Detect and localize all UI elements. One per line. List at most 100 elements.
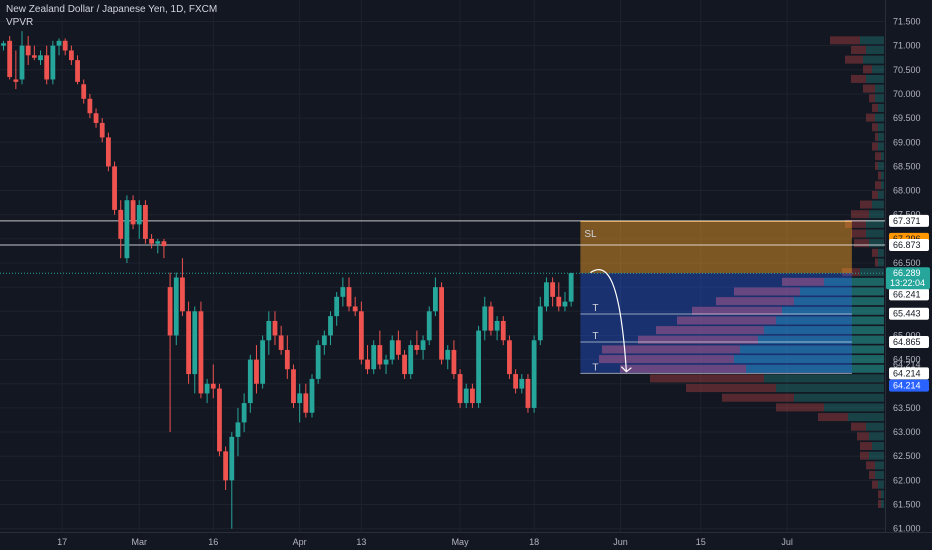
volume-profile-bar-up [872, 200, 884, 209]
volume-profile-bar-down [851, 74, 866, 83]
candle-body [229, 436, 235, 481]
candle-body [180, 277, 185, 312]
candle-body [25, 45, 31, 56]
y-tick-label: 68.000 [893, 186, 921, 196]
candle-body [420, 340, 426, 350]
volume-profile-bar-up [734, 355, 884, 364]
candle-body [408, 345, 414, 375]
candle-body [346, 287, 352, 307]
price-tag [889, 214, 929, 227]
volume-profile-bar-up [764, 326, 884, 335]
candle-body [149, 238, 154, 244]
price-tag-label: 65.443 [893, 309, 921, 319]
volume-profile-bar-up [866, 74, 884, 83]
y-tick-label: 61.500 [893, 500, 921, 510]
x-tick-label: 15 [696, 537, 706, 547]
y-tick-label: 71.000 [893, 41, 921, 51]
volume-profile-bar-up [881, 152, 884, 161]
chart-title: New Zealand Dollar / Japanese Yen, 1D, F… [6, 4, 218, 15]
target-label: T [592, 331, 598, 342]
y-tick-label: 70.500 [893, 65, 921, 75]
stop-loss-zone [580, 220, 852, 274]
x-tick-label: Mar [131, 537, 147, 547]
candle-body [303, 393, 309, 413]
candle-body [562, 301, 568, 307]
candle-body [87, 98, 93, 114]
volume-profile-bar-down [599, 355, 734, 364]
x-tick-label: 17 [57, 537, 67, 547]
volume-profile-bar-down [872, 142, 878, 151]
candle-body [544, 282, 549, 307]
volume-profile-bar-up [863, 55, 884, 64]
volume-profile-bar-up [824, 277, 884, 286]
candle-body [284, 349, 290, 370]
volume-profile-bar-down [860, 442, 872, 451]
candle-body [531, 340, 537, 408]
candle-body [155, 241, 161, 244]
countdown-label: 13:22:04 [890, 278, 925, 288]
candle-body [192, 311, 198, 375]
volume-profile-bar-down [734, 287, 800, 296]
candle-body [136, 205, 142, 225]
x-tick-label: May [452, 537, 470, 547]
candle-body [315, 345, 321, 379]
y-tick-label: 68.500 [893, 161, 921, 171]
volume-profile-bar-up [878, 248, 884, 257]
projection-arrow-head [620, 366, 632, 373]
price-tag [889, 367, 929, 380]
volume-profile-bar-up [746, 364, 884, 373]
volume-profile-bar-down [875, 132, 878, 141]
volume-profile-bar-down [650, 374, 764, 383]
y-tick-label: 67.500 [893, 210, 921, 220]
volume-profile-bar-down [863, 65, 872, 74]
price-tag [889, 238, 929, 251]
volume-profile-bar-up [881, 500, 884, 508]
volume-profile-bar-up [875, 471, 884, 480]
candle-body [340, 287, 346, 297]
volume-profile-bar-up [878, 161, 884, 170]
candle-body [143, 205, 148, 239]
volume-profile-bar-up [794, 297, 884, 306]
candle-body [75, 60, 80, 82]
candle-body [457, 374, 463, 404]
candle-body [482, 306, 488, 331]
volume-profile-bar-up [869, 239, 884, 248]
volume-profile-bar-up [866, 229, 884, 238]
volume-profile-bar-up [878, 103, 884, 112]
indicator-label: VPVR [6, 17, 34, 28]
candle-body [500, 320, 506, 341]
price-tag [889, 335, 929, 348]
last-price-label: 66.289 [893, 268, 921, 278]
candle-body [204, 383, 210, 394]
volume-profile-bar-up [866, 45, 884, 54]
candle-body [383, 359, 389, 365]
candle-body [568, 273, 574, 302]
candle-body [19, 45, 25, 80]
volume-profile-bar-up [776, 384, 884, 393]
candle-body [235, 422, 241, 437]
stop-loss-label: SL [584, 229, 597, 240]
y-tick-label: 62.000 [893, 475, 921, 485]
candle-body [272, 320, 278, 336]
x-tick-label: Jul [781, 537, 793, 547]
volume-profile-bar-down [818, 413, 848, 422]
volume-profile-bar-down [845, 55, 863, 64]
volume-profile-bar-up [875, 461, 884, 470]
price-tag [889, 379, 929, 392]
volume-profile-bar-down [851, 45, 866, 54]
volume-profile-bar-down [830, 36, 860, 45]
volume-profile-bar-down [875, 181, 881, 190]
candle-body [93, 113, 99, 123]
y-tick-label: 69.500 [893, 113, 921, 123]
volume-profile-bar-down [842, 268, 860, 277]
price-tag [889, 288, 929, 301]
y-tick-label: 69.000 [893, 137, 921, 147]
candle-body [130, 200, 136, 225]
candle-body [241, 403, 247, 423]
price-tag-label: 64.214 [893, 381, 921, 391]
candle-body [13, 79, 19, 82]
volume-profile-bar-down [851, 210, 869, 219]
volume-profile-bar-down [851, 422, 866, 431]
